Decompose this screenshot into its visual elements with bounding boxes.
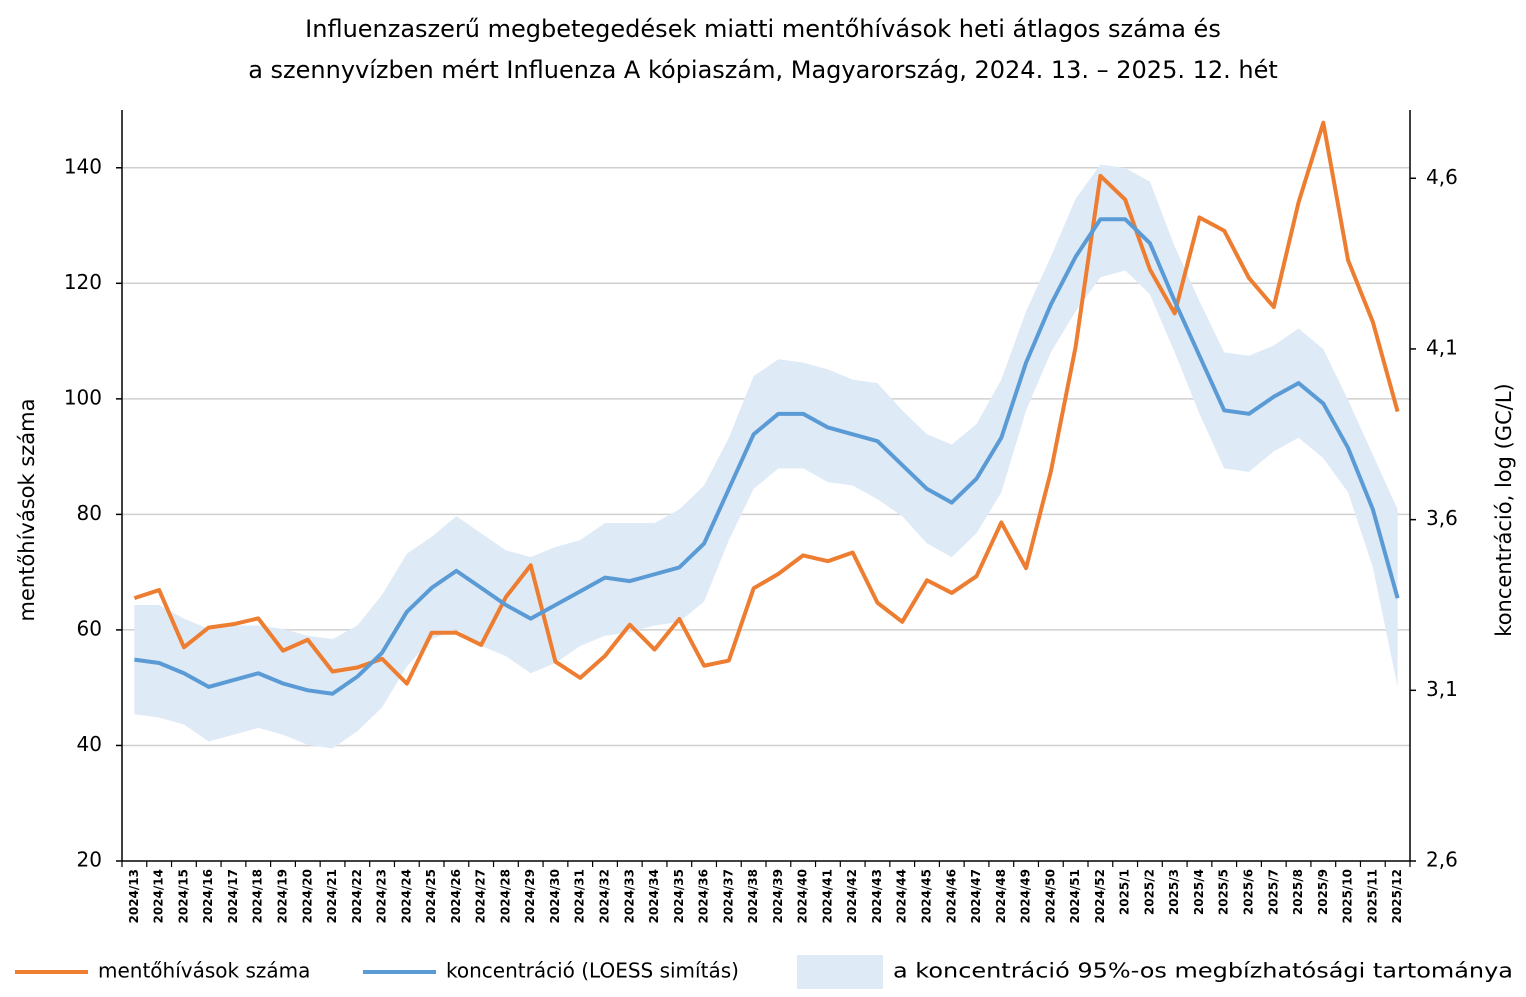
x-tick-label: 2024/52 bbox=[1093, 869, 1107, 923]
x-tick-label: 2024/34 bbox=[647, 869, 661, 923]
x-tick-label: 2024/48 bbox=[994, 869, 1008, 923]
y2-tick-label: 2,6 bbox=[1426, 848, 1458, 872]
x-tick-label: 2024/26 bbox=[449, 869, 463, 923]
x-tick-label: 2024/40 bbox=[796, 869, 810, 923]
x-tick-label: 2025/7 bbox=[1266, 869, 1280, 915]
legend-label: mentőhívások száma bbox=[98, 959, 310, 983]
x-tick-label: 2024/49 bbox=[1019, 869, 1033, 923]
x-tick-label: 2024/44 bbox=[895, 869, 909, 923]
chart-title: a szennyvízben mért Influenza A kópiaszá… bbox=[248, 56, 1278, 84]
series-line bbox=[134, 217, 1400, 696]
x-tick-label: 2024/37 bbox=[721, 869, 735, 923]
x-tick-label: 2024/20 bbox=[300, 869, 314, 923]
y-tick-label: 140 bbox=[64, 154, 102, 178]
x-tick-label: 2024/28 bbox=[498, 869, 512, 923]
x-tick-label: 2025/8 bbox=[1291, 869, 1305, 915]
legend-label: a koncentráció 95%-os megbízhatósági tar… bbox=[893, 959, 1513, 983]
x-tick-label: 2024/41 bbox=[820, 869, 834, 923]
x-tick-label: 2025/6 bbox=[1242, 869, 1256, 915]
x-tick-label: 2024/18 bbox=[251, 869, 265, 923]
y-tick-label: 40 bbox=[77, 732, 102, 756]
x-tick-label: 2025/3 bbox=[1167, 869, 1181, 915]
x-tick-label: 2025/5 bbox=[1217, 869, 1231, 915]
y2-tick-label: 3,6 bbox=[1426, 506, 1458, 530]
y-tick-label: 20 bbox=[77, 848, 102, 872]
x-tick-label: 2024/24 bbox=[399, 869, 413, 923]
x-tick-label: 2024/36 bbox=[697, 869, 711, 923]
x-tick-label: 2024/33 bbox=[622, 869, 636, 923]
x-tick-label: 2024/32 bbox=[598, 869, 612, 923]
x-tick-label: 2024/35 bbox=[672, 869, 686, 923]
x-tick-label: 2024/42 bbox=[845, 869, 859, 923]
x-tick-label: 2025/12 bbox=[1390, 869, 1404, 923]
y2-axis-label: koncentráció, log (GC/L) bbox=[1492, 383, 1516, 636]
x-tick-label: 2024/14 bbox=[152, 869, 166, 923]
x-tick-label: 2024/15 bbox=[176, 869, 190, 923]
x-tick-label: 2024/50 bbox=[1043, 869, 1057, 923]
x-tick-label: 2025/11 bbox=[1365, 869, 1379, 923]
y-tick-label: 100 bbox=[64, 385, 102, 409]
series-line bbox=[133, 120, 1400, 686]
x-tick-label: 2024/19 bbox=[276, 869, 290, 923]
x-tick-label: 2024/31 bbox=[573, 869, 587, 923]
x-tick-label: 2024/22 bbox=[350, 869, 364, 923]
x-tick-label: 2024/30 bbox=[548, 869, 562, 923]
x-tick-label: 2025/10 bbox=[1341, 869, 1355, 923]
x-tick-label: 2024/38 bbox=[746, 869, 760, 923]
x-tick-label: 2024/39 bbox=[771, 869, 785, 923]
legend-label: koncentráció (LOESS simítás) bbox=[446, 959, 739, 983]
y2-tick-label: 4,1 bbox=[1426, 335, 1458, 359]
x-tick-label: 2024/25 bbox=[424, 869, 438, 923]
x-tick-label: 2025/2 bbox=[1142, 869, 1156, 915]
x-tick-label: 2024/23 bbox=[375, 869, 389, 923]
x-tick-label: 2024/27 bbox=[474, 869, 488, 923]
y-tick-label: 120 bbox=[64, 270, 102, 294]
legend-swatch bbox=[797, 955, 883, 989]
x-tick-label: 2024/16 bbox=[201, 869, 215, 923]
x-tick-label: 2025/1 bbox=[1118, 869, 1132, 915]
chart-title: Influenzaszerű megbetegedések miatti men… bbox=[305, 15, 1221, 43]
y2-tick-label: 4,6 bbox=[1426, 165, 1458, 189]
y-tick-label: 80 bbox=[77, 501, 102, 525]
confidence-band bbox=[134, 164, 1398, 749]
x-tick-label: 2024/46 bbox=[944, 869, 958, 923]
x-tick-label: 2024/45 bbox=[920, 869, 934, 923]
x-tick-label: 2024/51 bbox=[1068, 869, 1082, 923]
x-tick-label: 2024/21 bbox=[325, 869, 339, 923]
x-tick-label: 2024/47 bbox=[969, 869, 983, 923]
x-tick-label: 2024/17 bbox=[226, 869, 240, 923]
y2-tick-label: 3,1 bbox=[1426, 677, 1458, 701]
y-axis-label: mentőhívások száma bbox=[15, 399, 39, 622]
x-tick-label: 2024/29 bbox=[523, 869, 537, 923]
y-tick-label: 60 bbox=[77, 616, 102, 640]
x-tick-label: 2024/43 bbox=[870, 869, 884, 923]
x-tick-label: 2024/13 bbox=[127, 869, 141, 923]
x-tick-label: 2025/4 bbox=[1192, 869, 1206, 915]
x-tick-label: 2025/9 bbox=[1316, 869, 1330, 915]
